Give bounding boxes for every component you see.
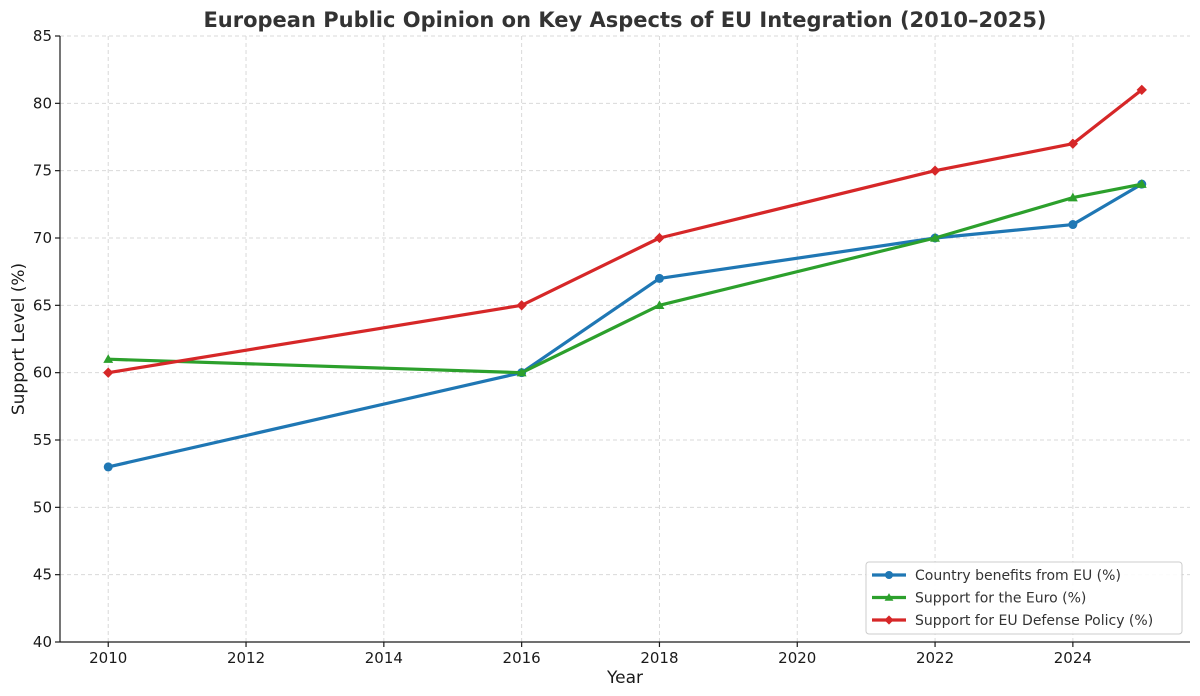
chart-title: European Public Opinion on Key Aspects o…: [203, 8, 1046, 32]
series-line: [106, 182, 1144, 469]
y-axis-label: Support Level (%): [9, 263, 29, 415]
data-point: [1136, 84, 1147, 96]
legend-marker: [884, 615, 894, 625]
data-point: [654, 300, 665, 310]
data-point: [929, 165, 941, 176]
x-axis-label: Year: [606, 668, 643, 688]
data-point: [1136, 179, 1147, 188]
data-point: [516, 367, 527, 377]
x-tick-label: 2014: [365, 649, 403, 667]
legend-entry: Support for the Euro (%): [872, 591, 1086, 607]
x-tick-label: 2018: [640, 649, 678, 667]
x-tick-label: 2024: [1054, 649, 1092, 667]
data-point: [103, 367, 114, 378]
series-2: [103, 179, 1147, 377]
x-tick-label: 2016: [503, 649, 541, 667]
y-tick-label: 85: [33, 27, 52, 45]
series-group: [103, 84, 1147, 472]
legend-label: Country benefits from EU (%): [915, 568, 1121, 584]
legend-entry: Support for EU Defense Policy (%): [872, 613, 1153, 629]
x-tick-label: 2020: [778, 649, 816, 667]
y-tick-label: 70: [33, 229, 52, 247]
legend-label: Support for the Euro (%): [915, 591, 1086, 607]
x-tick-label: 2012: [227, 649, 265, 667]
data-point: [103, 354, 114, 363]
axes: 40 45 50 55 60 65 70 75 80 85 2010 2012 2014 2016 2018…: [33, 27, 1190, 667]
data-point: [103, 462, 113, 472]
data-point: [516, 300, 527, 311]
y-tick-label: 50: [33, 498, 52, 516]
y-tick-label: 40: [33, 633, 52, 651]
y-tick-label: 60: [33, 364, 52, 382]
data-point: [1067, 138, 1079, 149]
data-point: [654, 273, 664, 283]
data-point: [1067, 192, 1078, 202]
legend-box: [865, 561, 1183, 635]
data-point: [654, 232, 665, 244]
y-tick-label: 65: [33, 296, 52, 314]
legend: Country benefits from EU (%) Support for …: [865, 561, 1183, 635]
y-tick-label: 80: [33, 94, 52, 112]
x-tick-label: 2010: [89, 649, 127, 667]
y-tick-label: 75: [33, 162, 52, 180]
data-point: [930, 233, 941, 242]
legend-label: Support for EU Defense Policy (%): [915, 613, 1153, 629]
legend-marker: [885, 571, 893, 579]
grid: [60, 35, 1190, 643]
y-tick-label: 55: [33, 431, 52, 449]
legend-marker: [884, 593, 894, 601]
series-line: [106, 182, 1144, 375]
series-3: [103, 84, 1147, 378]
legend-entry: Country benefits from EU (%): [872, 568, 1121, 584]
data-point: [1068, 220, 1078, 230]
x-tick-label: 2022: [916, 649, 954, 667]
series-line: [106, 88, 1144, 375]
y-tick-label: 45: [33, 566, 52, 584]
